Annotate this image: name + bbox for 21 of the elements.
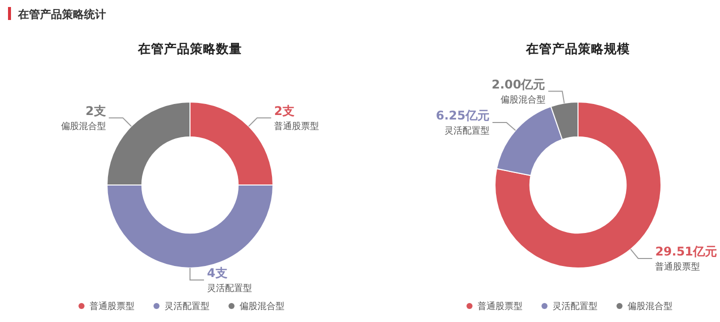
legend-label: 灵活配置型 [552,301,598,312]
legend-label: 普通股票型 [90,301,134,312]
legend-label: 普通股票型 [478,301,522,312]
data-label: 6.25亿元 [436,108,490,122]
data-label: 4支 [207,266,228,280]
legend-label: 灵活配置型 [164,301,210,312]
chart-title: 在管产品策略数量 [137,41,242,56]
slice-label: 灵活配置型 [207,283,252,294]
data-label: 2.00亿元 [492,77,546,92]
slice-label: 普通股票型 [655,261,700,272]
slice-label: 普通股票型 [274,120,320,132]
data-label: 2支 [85,104,106,118]
data-label: 2支 [274,104,295,118]
slice-label: 偏股混合型 [60,120,106,132]
slice-label: 灵活配置型 [444,126,490,136]
slice-label: 偏股混合型 [500,94,546,106]
chart-title: 在管产品策略规模 [525,41,630,56]
text: 在管产品策略统计 [17,8,106,21]
legend-label: 偏股混合型 [628,301,672,312]
legend-label: 偏股混合型 [240,301,284,312]
data-label: 29.51亿元 [655,244,718,258]
